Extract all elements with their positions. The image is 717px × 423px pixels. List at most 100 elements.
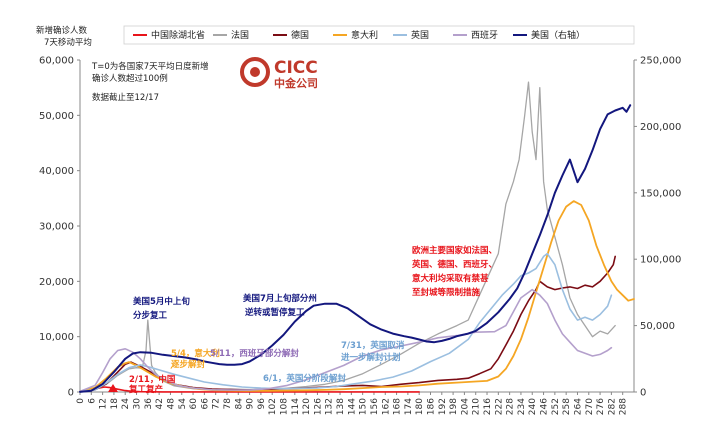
legend-label-4: 英国 (411, 29, 429, 41)
legend-label-3: 意大利 (351, 29, 378, 41)
y-left-tick-label: 40,000 (39, 166, 74, 177)
x-tick-label: 186 (426, 398, 436, 415)
date-note: 数据截止至12/17 (92, 92, 159, 103)
legend-label-5: 西班牙 (471, 29, 498, 41)
y-left-tick-label: 20,000 (39, 277, 74, 288)
x-tick-label: 144 (347, 398, 357, 415)
x-tick-label: 114 (291, 398, 301, 415)
x-tick-label: 162 (381, 398, 391, 415)
x-tick-label: 102 (268, 398, 278, 415)
y-left-tick-label: 60,000 (39, 56, 74, 67)
x-tick-label: 120 (302, 398, 312, 415)
y-right-tick-label: 200,000 (640, 122, 681, 133)
y-left-tick-label: 50,000 (39, 111, 74, 122)
annotation-5: 英国、德国、西班牙、 (411, 259, 497, 270)
left-axis-title-line-2: 7天移动平均 (44, 37, 92, 48)
annotation-15: 进一步解封计划 (341, 352, 401, 363)
x-tick-label: 12 (99, 398, 109, 409)
x-tick-label: 156 (370, 398, 380, 415)
series-lines (79, 81, 635, 393)
x-tick-label: 252 (551, 398, 561, 415)
annotation-13: 6/1，英国分阶段解封 (263, 373, 346, 384)
annotation-0: 美国5月中上旬 (133, 296, 190, 307)
series-line-6 (79, 104, 632, 393)
y-left-tick-label: 10,000 (39, 332, 74, 343)
x-tick-label: 216 (483, 398, 493, 415)
legend-label-1: 法国 (231, 29, 249, 41)
y-right-tick-label: 250,000 (640, 56, 681, 67)
x-tick-label: 174 (404, 398, 414, 415)
x-tick-label: 0 (76, 398, 86, 404)
annotation-2: 美国7月上旬部分州 (243, 293, 317, 304)
legend-label-6: 美国（右轴） (531, 29, 585, 41)
logo-subtext: 中金公司 (274, 76, 318, 90)
y-right-tick-label: 0 (640, 388, 646, 399)
x-tick-label: 78 (223, 398, 233, 410)
x-tick-label: 240 (528, 398, 538, 415)
legend-box (123, 25, 635, 45)
x-tick-label: 168 (393, 398, 403, 415)
x-tick-label: 192 (438, 398, 448, 415)
annotation-14: 7/31，英国取消 (341, 340, 405, 351)
y-left-tick-label: 0 (68, 388, 74, 399)
x-tick-label: 258 (562, 398, 572, 415)
x-tick-label: 42 (155, 398, 165, 409)
axes: 0 10,000 20,000 30,000 40,000 50,000 60,000 0 50… (39, 56, 681, 416)
x-tick-label: 198 (449, 398, 459, 415)
x-tick-label: 246 (540, 398, 550, 415)
x-tick-label: 288 (619, 398, 629, 415)
x-tick-label: 276 (596, 398, 606, 415)
x-tick-label: 138 (336, 398, 346, 415)
x-tick-label: 132 (325, 398, 335, 415)
y-right-tick-label: 50,000 (640, 321, 675, 332)
legend-label-0: 中国除湖北省 (151, 29, 205, 41)
x-tick-label: 72 (212, 398, 222, 409)
x-tick-label: 270 (585, 398, 595, 415)
x-tick-label: 234 (517, 398, 527, 415)
x-tick-label: 18 (110, 398, 120, 410)
x-tick-label: 84 (234, 398, 244, 410)
x-tick-label: 48 (166, 398, 176, 410)
logo-mark-icon (240, 57, 270, 87)
annotation-1: 分步复工 (133, 310, 168, 321)
legend-label-2: 德国 (291, 29, 309, 41)
x-tick-label: 6 (87, 398, 97, 404)
x-tick-label: 210 (472, 398, 482, 415)
x-tick-label: 54 (178, 398, 188, 410)
annotation-3: 逆转或暂停复工 (245, 307, 305, 318)
x-tick-label: 108 (280, 398, 290, 415)
legend: 中国除湖北省 法国 德国 意大利 英国 西班牙 美国（右轴） (123, 25, 635, 45)
series-line-1 (79, 81, 616, 393)
y-left-tick-label: 30,000 (39, 222, 74, 233)
x-tick-label: 66 (200, 398, 210, 410)
x-tick-label: 222 (494, 398, 504, 415)
leader-italy (169, 359, 177, 371)
china-marker-icon (108, 384, 118, 392)
series-line-4 (79, 252, 613, 393)
leader-uk (379, 355, 385, 365)
series-line-3 (79, 200, 635, 393)
y-right-tick-label: 100,000 (640, 255, 681, 266)
annotation-10: 5/11，西班牙部分解封 (210, 348, 299, 359)
x-tick-label: 282 (607, 398, 617, 415)
x-tick-label: 264 (573, 398, 583, 415)
logo-mark-dot-icon (250, 67, 260, 77)
series-line-2 (79, 255, 616, 393)
x-tick-label: 228 (506, 398, 516, 415)
annotation-8: 5/4，意大利 (171, 348, 220, 359)
left-axis-title-line-1: 新增确诊人数 (36, 25, 88, 36)
x-tick-label: 204 (460, 398, 470, 415)
note-line-2: 确诊人数超过100例 (92, 73, 168, 84)
x-tick-label: 96 (257, 398, 267, 410)
annotation-12: 复工复产 (128, 384, 164, 395)
x-tick-label: 30 (133, 398, 143, 410)
x-tick-label: 60 (189, 398, 199, 410)
x-tick-label: 36 (144, 398, 154, 410)
annotation-6: 意大利均采取有禁甚 (412, 273, 489, 284)
series-line-5 (79, 288, 613, 393)
x-tick-label: 90 (246, 398, 256, 410)
x-tick-label: 24 (121, 398, 131, 410)
annotation-7: 至封城等限制措施 (412, 287, 481, 298)
